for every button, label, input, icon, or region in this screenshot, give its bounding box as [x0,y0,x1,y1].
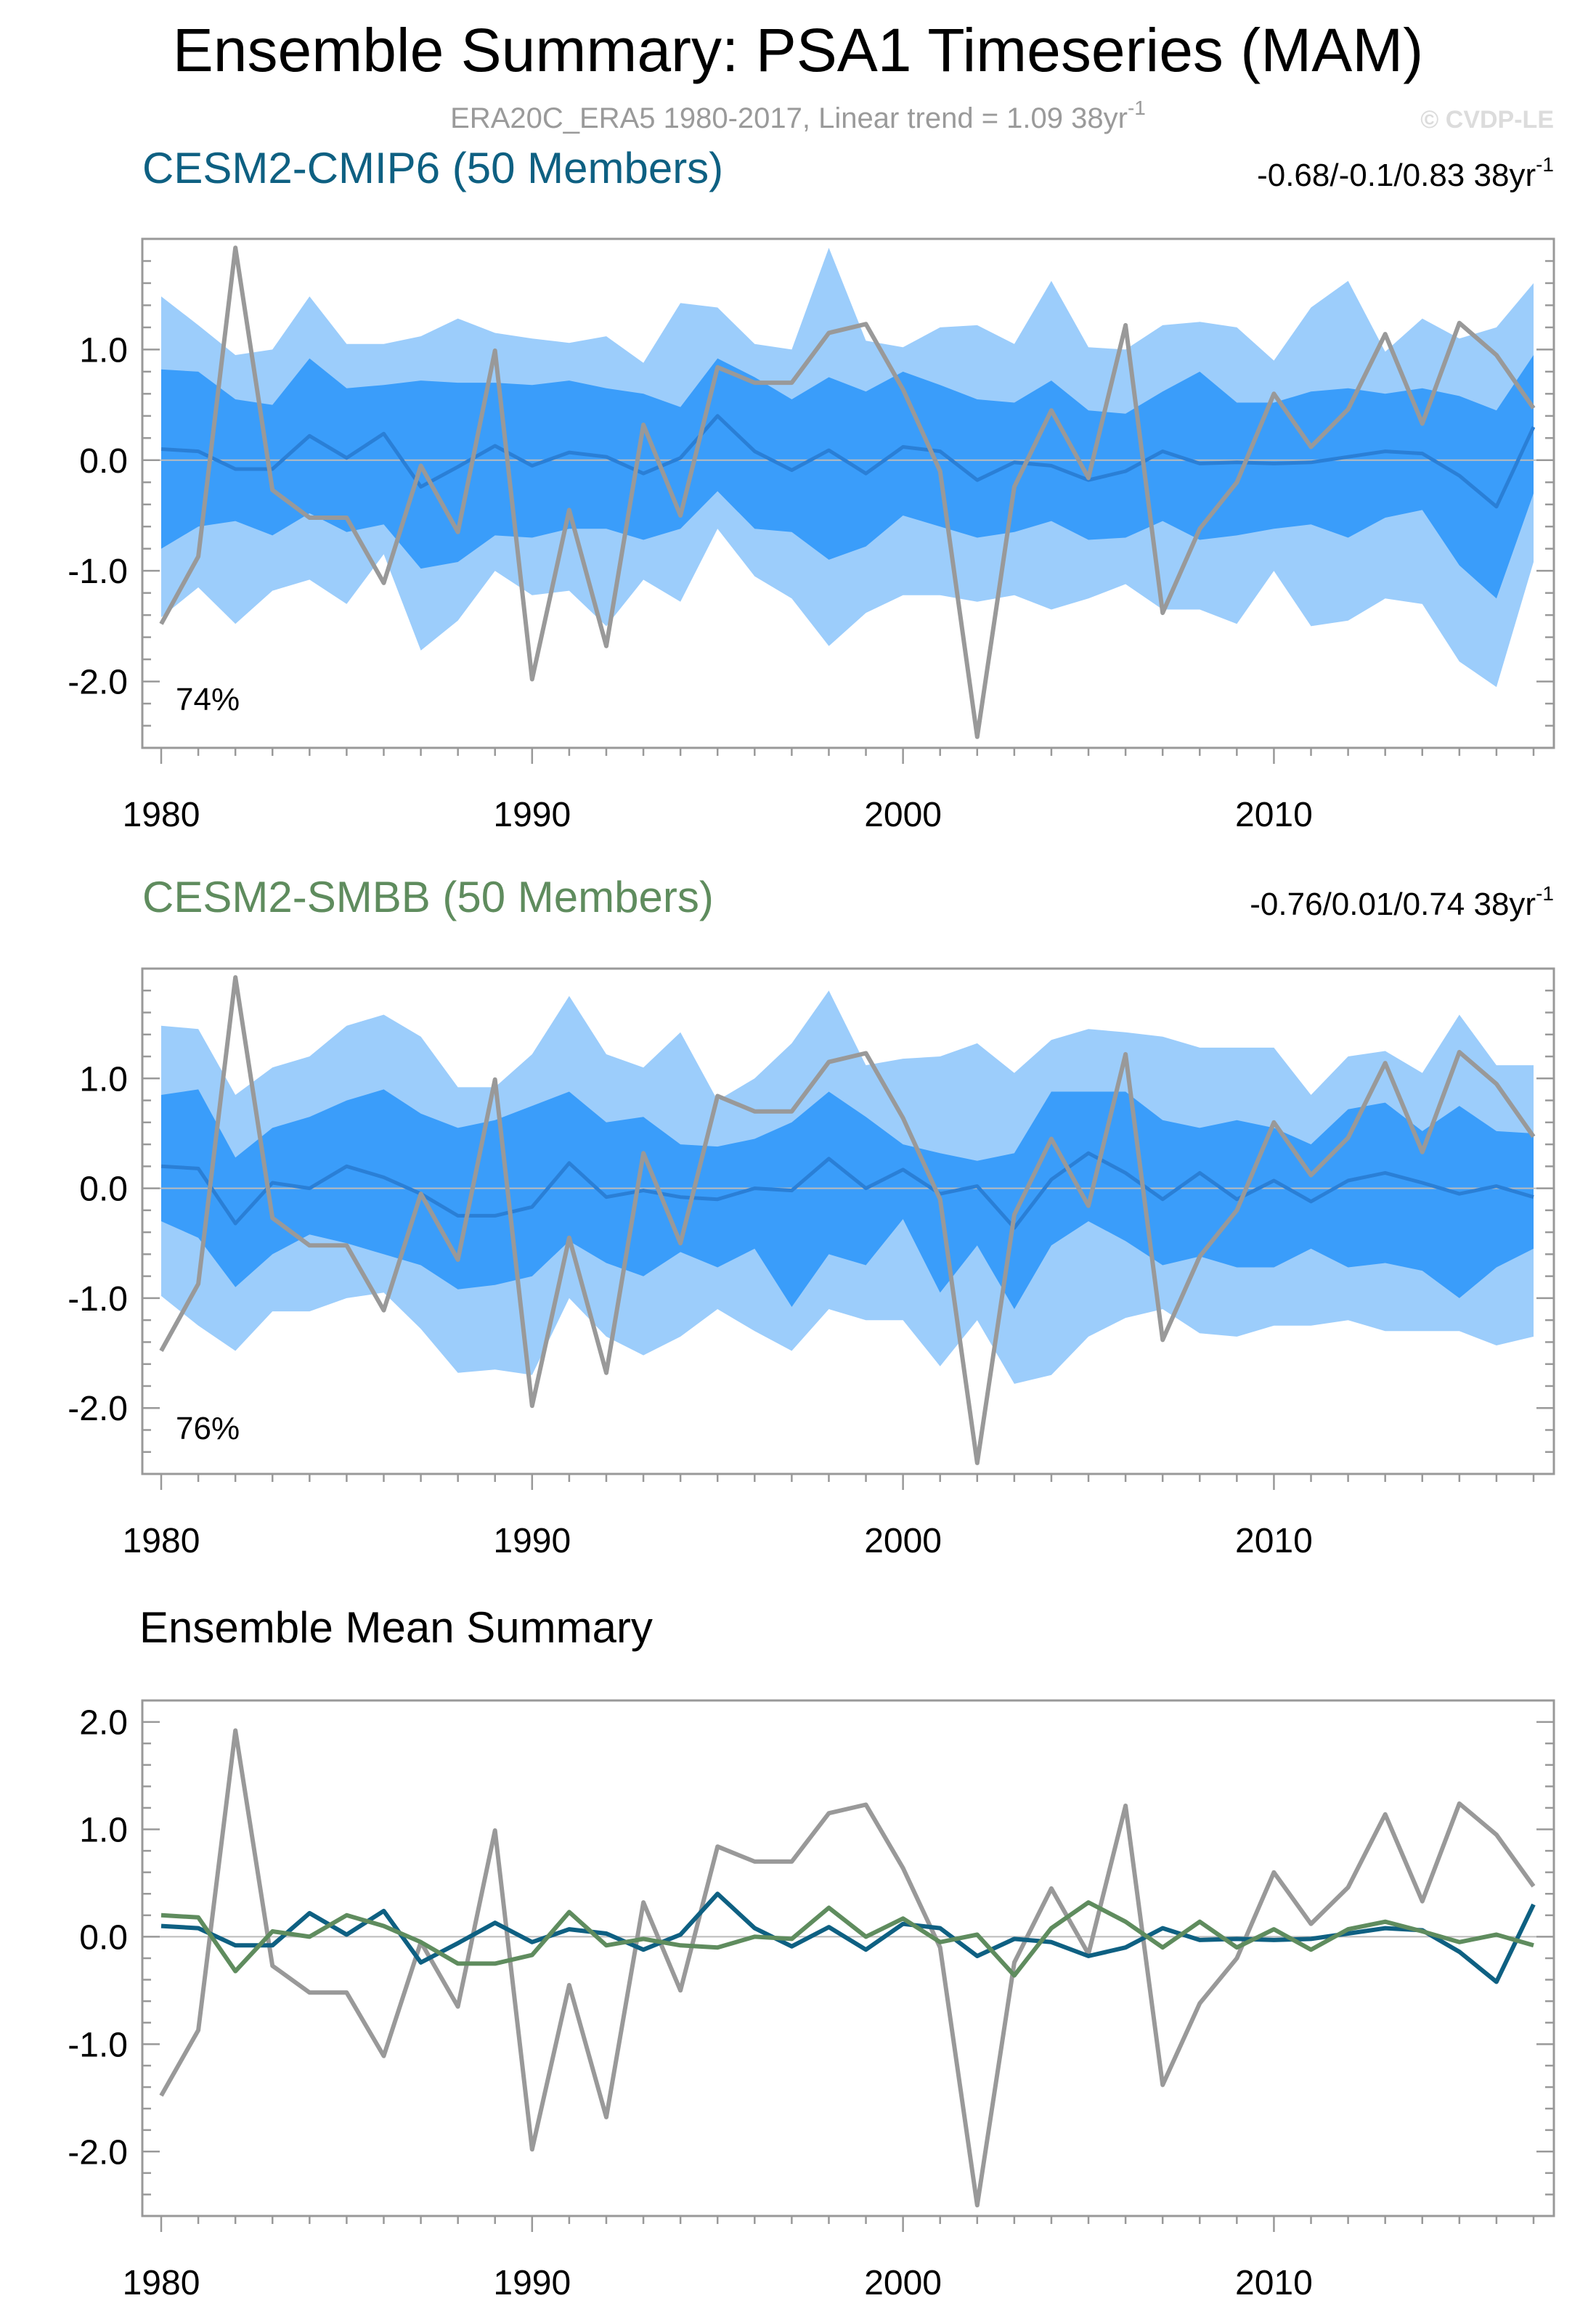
figure-title: Ensemble Summary: PSA1 Timeseries (MAM) [173,16,1423,84]
y-tick-label: -2.0 [68,664,128,702]
observed-line [159,245,1536,739]
y-tick-label: 1.0 [79,331,128,370]
percent-label: 76% [176,1411,240,1446]
ensemble-mean-line [160,414,1536,509]
trend-label: -0.68/-0.1/0.83 38yr-1 [1257,153,1554,193]
panel-title: Ensemble Mean Summary [139,1603,653,1652]
panel-cesm2-cmip6: CESM2-CMIP6 (50 Members) -0.68/-0.1/0.83… [68,144,1555,834]
y-tick-label: 1.0 [79,1060,128,1099]
x-tick-label: 2000 [864,1522,942,1560]
y-tick-label: 0.0 [79,1170,128,1209]
figure-subtitle-text: ERA20C_ERA5 1980-2017, Linear trend = 1.… [450,102,1128,134]
watermark: © CVDP-LE [1420,106,1554,134]
ensemble-mean-line [160,1151,1534,1230]
y-tick-label: -2.0 [68,1390,128,1428]
observed-line [159,975,1536,1465]
plot-frame [141,1699,1555,2217]
y-tick-label: -1.0 [68,1280,128,1319]
y-tick-label: -2.0 [68,2133,128,2172]
plot-area: -2.0 -1.0 0.0 1.0 1980 1990 2000 2010 [68,967,1555,1560]
percent-label: 74% [176,682,240,717]
panel-title: CESM2-SMBB (50 Members) [142,873,714,921]
plot-frame [141,237,1555,749]
x-tick-label: 2010 [1235,2264,1313,2302]
x-tick-label: 2010 [1235,1522,1313,1560]
y-tick-label: 0.0 [79,442,128,481]
plot-frame [141,967,1555,1475]
trend-label-superscript: -1 [1536,153,1554,176]
trend-label-superscript: -1 [1536,882,1554,905]
panel-ensemble-mean-summary: Ensemble Mean Summary -2.0 -1.0 0.0 1.0 2.0 1… [68,1603,1555,2302]
trend-label-text: -0.76/0.01/0.74 38yr [1250,887,1536,922]
x-tick-label: 2000 [864,796,942,834]
y-tick-label: -1.0 [68,553,128,591]
y-tick-label: -1.0 [68,2026,128,2064]
trend-label-text: -0.68/-0.1/0.83 38yr [1257,158,1536,193]
series-line-cesm2_cmip6 [160,1891,1536,1984]
x-tick-label: 1980 [123,796,200,834]
y-tick-label: 1.0 [79,1812,128,1850]
x-tick-label: 2010 [1235,796,1313,834]
y-tick-label: 2.0 [79,1704,128,1743]
figure-subtitle: ERA20C_ERA5 1980-2017, Linear trend = 1.… [450,97,1146,134]
series-line-observed [159,1728,1536,2208]
figure-subtitle-superscript: -1 [1128,97,1146,119]
y-tick-label: 0.0 [79,1918,128,1957]
panel-cesm2-smbb: CESM2-SMBB (50 Members) -0.76/0.01/0.74 … [68,873,1555,1560]
plot-area: -2.0 -1.0 0.0 1.0 1980 1990 2000 2010 [68,237,1555,834]
panel-title: CESM2-CMIP6 (50 Members) [142,144,723,192]
plot-area: -2.0 -1.0 0.0 1.0 2.0 1980 1990 2000 2010 [68,1699,1555,2302]
x-tick-label: 1980 [123,2264,200,2302]
x-tick-label: 1990 [493,2264,571,2302]
series-line-cesm2_smbb [160,1900,1534,1978]
x-tick-label: 1980 [123,1522,200,1560]
trend-label: -0.76/0.01/0.74 38yr-1 [1250,882,1554,922]
x-tick-label: 2000 [864,2264,942,2302]
x-tick-label: 1990 [493,1522,571,1560]
x-tick-label: 1990 [493,796,571,834]
